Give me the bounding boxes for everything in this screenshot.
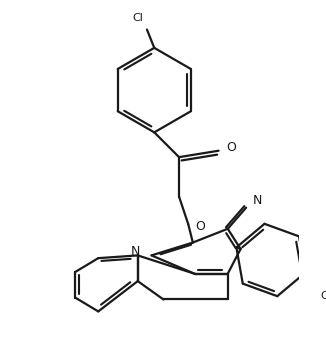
- Text: O: O: [227, 141, 236, 155]
- Text: O: O: [195, 220, 205, 234]
- Text: N: N: [252, 194, 262, 207]
- Text: Cl: Cl: [320, 292, 326, 301]
- Text: N: N: [131, 245, 141, 258]
- Text: Cl: Cl: [132, 14, 143, 23]
